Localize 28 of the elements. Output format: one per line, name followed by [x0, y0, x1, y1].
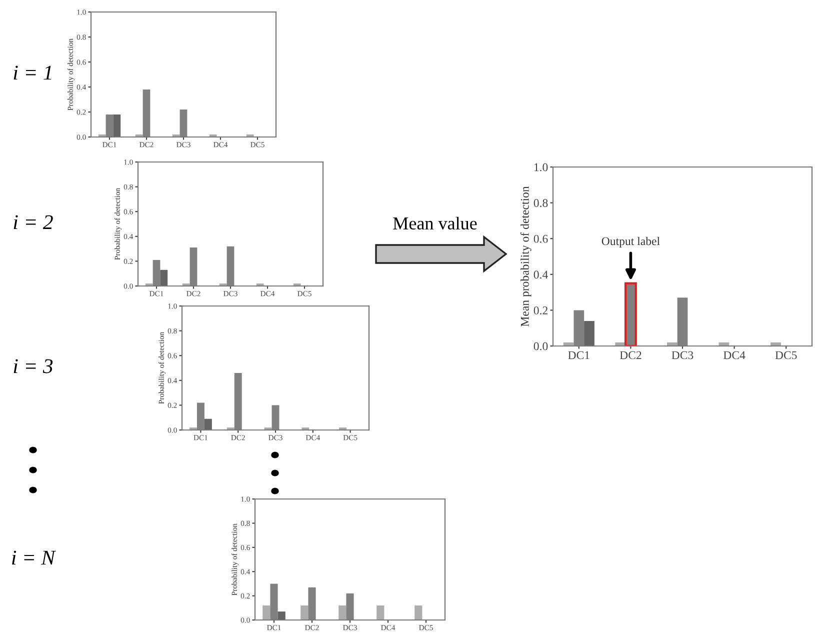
bar: [160, 270, 168, 286]
y-tick-label: 0.6: [534, 234, 548, 243]
y-tick-label: 1.0: [534, 163, 548, 172]
y-tick-label: 0.0: [534, 342, 548, 350]
text: i = 1: [14, 66, 52, 80]
y-axis-title: Mean probability of detection: [520, 186, 532, 326]
bar: [376, 605, 384, 620]
bar: [204, 418, 212, 430]
bar: [278, 612, 286, 620]
bar: [262, 605, 270, 620]
y-tick-label: 0.8: [534, 199, 548, 208]
x-tick-label: DC2: [620, 351, 642, 360]
x-tick-label: DC4: [723, 351, 746, 360]
text: Mean value: [393, 216, 477, 230]
text: i = 3: [14, 359, 53, 374]
y-tick-label: 0.4: [534, 270, 548, 279]
x-tick-label: DC3: [672, 351, 694, 360]
bar: [584, 320, 594, 346]
bar: [300, 605, 308, 620]
bar: [338, 605, 346, 620]
bar: [414, 605, 422, 620]
bar: [113, 114, 121, 137]
text: i = N: [12, 550, 56, 565]
annotation: Output label: [602, 236, 660, 248]
x-tick-label: DC1: [568, 351, 590, 360]
y-tick-label: 0.2: [534, 306, 548, 314]
text: i = 2: [14, 215, 53, 230]
x-tick-label: DC5: [775, 351, 797, 360]
